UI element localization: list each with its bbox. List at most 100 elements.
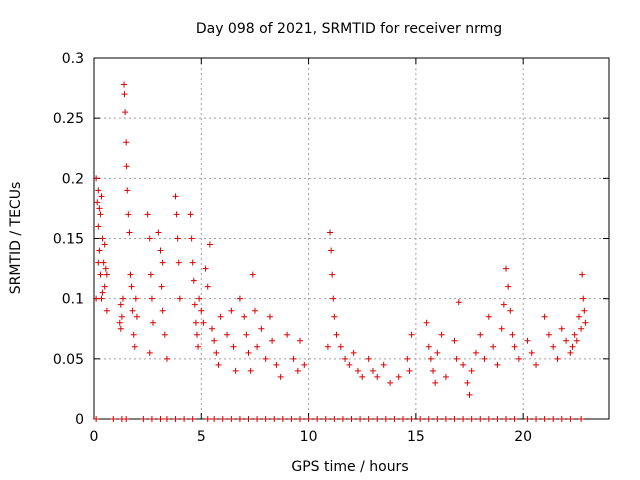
data-point (150, 319, 157, 326)
data-point (330, 295, 337, 302)
data-point (460, 416, 467, 422)
data-point (262, 355, 269, 362)
data-point (98, 193, 105, 200)
data-point (117, 301, 124, 308)
data-point (581, 307, 588, 314)
data-point (391, 416, 398, 422)
data-point (172, 193, 179, 200)
data-point (490, 343, 497, 350)
data-point (455, 299, 462, 306)
data-point (374, 373, 381, 380)
data-point (251, 307, 258, 314)
data-point (194, 331, 200, 338)
data-point (200, 319, 207, 326)
data-point (100, 259, 107, 266)
data-point (365, 416, 372, 422)
data-point (159, 307, 166, 314)
data-point (468, 367, 475, 374)
data-point (408, 416, 415, 422)
data-point (571, 331, 578, 338)
data-point (209, 325, 216, 332)
data-point (131, 343, 138, 350)
data-point (331, 416, 338, 422)
data-point (163, 416, 170, 422)
data-point (339, 416, 346, 422)
data-point (365, 355, 372, 362)
data-point (228, 307, 235, 314)
data-point (324, 343, 331, 350)
data-point (148, 416, 155, 422)
data-point (147, 271, 154, 278)
data-point (198, 307, 205, 314)
data-point (573, 337, 580, 344)
y-tick-label: 0.05 (53, 352, 84, 368)
data-point (228, 416, 235, 422)
data-point (273, 361, 280, 368)
data-point (133, 313, 140, 320)
data-point (146, 349, 153, 356)
data-point (408, 331, 415, 338)
data-point (126, 229, 133, 236)
data-point (511, 343, 518, 350)
data-point (451, 337, 458, 344)
data-point (567, 349, 574, 356)
data-point (97, 211, 104, 218)
data-point (582, 319, 589, 326)
data-point (195, 343, 202, 350)
data-point (279, 416, 286, 422)
data-point (500, 301, 507, 308)
data-point (359, 373, 366, 380)
data-point (554, 355, 561, 362)
data-point (97, 271, 104, 278)
data-point (567, 416, 574, 422)
x-tick-label: 20 (514, 429, 532, 445)
chart-title: Day 098 of 2021, SRMTID for receiver nrm… (196, 21, 502, 37)
data-point (550, 343, 557, 350)
data-point (217, 313, 224, 320)
data-point (215, 361, 222, 368)
data-point (511, 416, 518, 422)
data-point (116, 319, 123, 326)
data-point (204, 416, 211, 422)
data-point (404, 355, 411, 362)
data-point (472, 349, 479, 356)
data-point (425, 343, 432, 350)
data-point (569, 343, 576, 350)
data-point (123, 139, 130, 146)
data-point (423, 319, 430, 326)
data-point (95, 187, 102, 194)
data-point (122, 109, 129, 116)
data-point (346, 361, 353, 368)
data-point (236, 295, 243, 302)
data-point (558, 416, 565, 422)
x-tick-label: 15 (407, 429, 425, 445)
data-point (123, 163, 130, 170)
data-point (301, 361, 308, 368)
data-point (247, 367, 254, 374)
data-point (243, 331, 250, 338)
data-point (464, 379, 471, 386)
data-point (158, 283, 165, 290)
data-point (369, 367, 376, 374)
data-point (99, 289, 106, 296)
data-point (406, 367, 413, 374)
data-point (485, 416, 492, 422)
data-point (269, 337, 276, 344)
data-point (219, 416, 226, 422)
data-point (354, 367, 361, 374)
data-point (427, 355, 434, 362)
data-point (425, 416, 432, 422)
data-point (477, 416, 484, 422)
data-point (94, 199, 101, 206)
data-point (124, 187, 131, 194)
data-point (290, 355, 297, 362)
data-point (173, 211, 180, 218)
data-point (395, 373, 402, 380)
y-axis-title: SRMTID / TECUs (8, 182, 24, 295)
data-point (249, 271, 256, 278)
data-point (503, 265, 509, 272)
data-point (305, 416, 312, 422)
y-tick-label: 0.15 (53, 232, 84, 248)
data-point (294, 367, 301, 374)
